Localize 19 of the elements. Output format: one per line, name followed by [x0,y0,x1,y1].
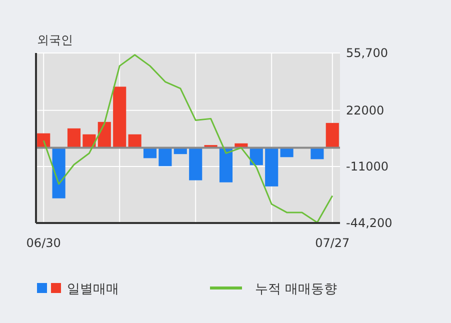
legend-label: 일별매매 [67,282,119,297]
x-tick-label: 07/27 [315,236,350,250]
bar [326,122,339,148]
bar [265,148,278,186]
y-tick-label: 55,700 [346,46,388,60]
bar [219,148,233,182]
bar [113,86,126,148]
legend-label: 누적 매매동향 [255,282,338,297]
y-tick-label: 22000 [346,103,384,118]
line-series [42,54,334,224]
x-tick-label: 06/30 [26,236,61,250]
y-tick-label: -11000 [346,160,389,174]
y-tick-label: -44,200 [346,216,392,230]
bar [52,148,66,198]
bar [158,148,172,166]
chart-title: 외국인 [37,33,73,47]
bar [67,128,81,148]
bar [128,134,142,148]
bar [189,148,202,180]
